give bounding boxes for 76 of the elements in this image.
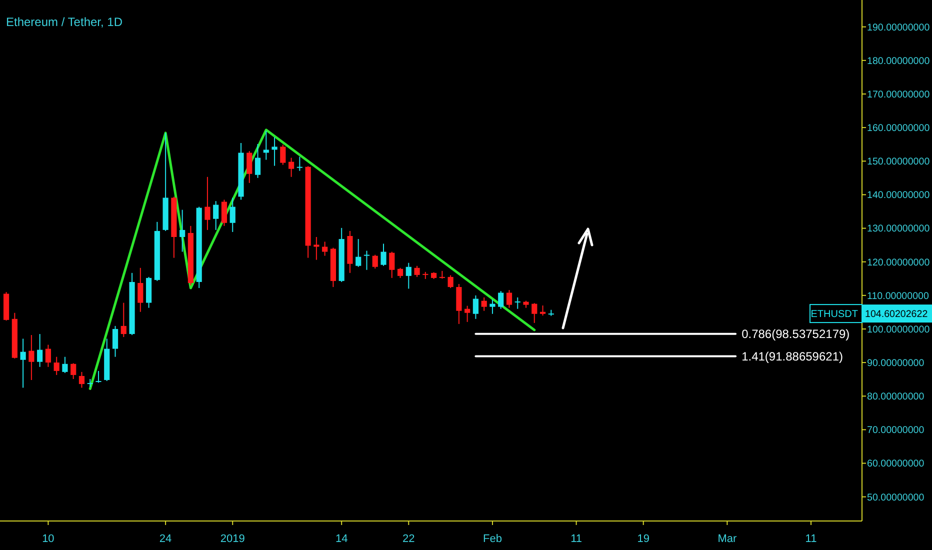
candlestick — [406, 262, 412, 290]
candlestick — [254, 144, 261, 178]
candlestick — [62, 356, 68, 374]
candlestick — [263, 130, 269, 160]
candlestick — [448, 274, 454, 289]
x-tick-label: 11 — [570, 533, 582, 545]
candlestick — [532, 302, 538, 324]
x-tick-label: Feb — [482, 533, 502, 545]
candlestick — [204, 176, 210, 230]
candlestick — [112, 325, 118, 358]
x-tick-label: 22 — [402, 533, 415, 545]
candlestick — [70, 362, 76, 380]
y-tick-label: 170.00000000 — [867, 89, 930, 100]
series-label: 0.786(98.53752179) — [742, 327, 850, 342]
text: 104.60202622 — [865, 308, 928, 320]
y-tick-label: 110.00000000 — [867, 290, 930, 302]
y-tick-label: 160.00000000 — [867, 122, 930, 134]
y-tick-label: 70.00000000 — [867, 425, 925, 436]
candlestick — [96, 370, 102, 384]
candlestick — [246, 150, 252, 184]
x-tick-label: 14 — [335, 533, 348, 545]
candlestick — [20, 338, 26, 388]
candlestick — [230, 197, 236, 232]
y-tick-label: 150.00000000 — [867, 156, 930, 168]
y-tick-label: 50.00000000 — [867, 492, 925, 504]
x-tick-label: 2019 — [220, 533, 245, 545]
candlestick — [464, 305, 470, 322]
candlestick — [221, 199, 228, 226]
candlestick — [456, 284, 462, 324]
candlestick — [514, 296, 520, 310]
candlestick — [272, 136, 278, 166]
annotation: ETHUSDT — [810, 309, 858, 320]
candlestick — [364, 250, 370, 270]
candlestick — [389, 251, 395, 278]
candlestick — [54, 356, 60, 376]
candlestick — [322, 241, 328, 256]
text: Ethereum / Tether, 1D — [6, 15, 123, 29]
candlestick — [288, 157, 294, 178]
y-tick-label: 80.00000000 — [867, 392, 925, 403]
candlestick — [28, 334, 34, 381]
candlestick — [120, 302, 126, 338]
candlestick — [78, 371, 85, 388]
y-tick-label: 190.00000000 — [867, 22, 930, 34]
candlestick — [481, 296, 487, 312]
candlestick — [472, 294, 479, 320]
candlestick — [540, 304, 546, 316]
y-tick-label: 90.00000000 — [867, 358, 925, 369]
line-series — [88, 128, 536, 390]
candlestick — [37, 334, 43, 368]
y-tick-label: 140.00000000 — [867, 190, 930, 202]
candlestick — [490, 298, 496, 314]
x-tick-label: 10 — [42, 533, 54, 545]
candlestick — [414, 265, 420, 278]
candlestick — [506, 290, 512, 308]
x-tick-label: 11 — [805, 533, 817, 545]
x-tick-label: Mar — [718, 533, 737, 545]
candlestick — [296, 156, 302, 172]
candlestick — [397, 267, 404, 278]
candlestick — [380, 243, 386, 266]
candlestick — [138, 267, 144, 312]
candlestick — [180, 209, 186, 252]
y-tick-label: 100.00000000 — [867, 324, 930, 336]
y-tick-label: 120.00000000 — [867, 257, 930, 268]
candlestick — [280, 144, 286, 166]
y-tick-label: 130.00000000 — [867, 224, 930, 235]
y-tick-label: 180.00000000 — [867, 56, 930, 67]
candlestick — [314, 236, 320, 260]
candlestick — [45, 344, 51, 368]
candlestick — [356, 238, 362, 268]
candlestick — [213, 200, 219, 230]
x-tick-label: 19 — [637, 533, 650, 545]
candlestick — [498, 290, 504, 310]
candlestick — [372, 254, 378, 270]
x-tick-label: 24 — [159, 533, 172, 545]
series-label: 1.41(91.88659621) — [742, 349, 843, 364]
y-tick-label: 60.00000000 — [867, 458, 925, 470]
